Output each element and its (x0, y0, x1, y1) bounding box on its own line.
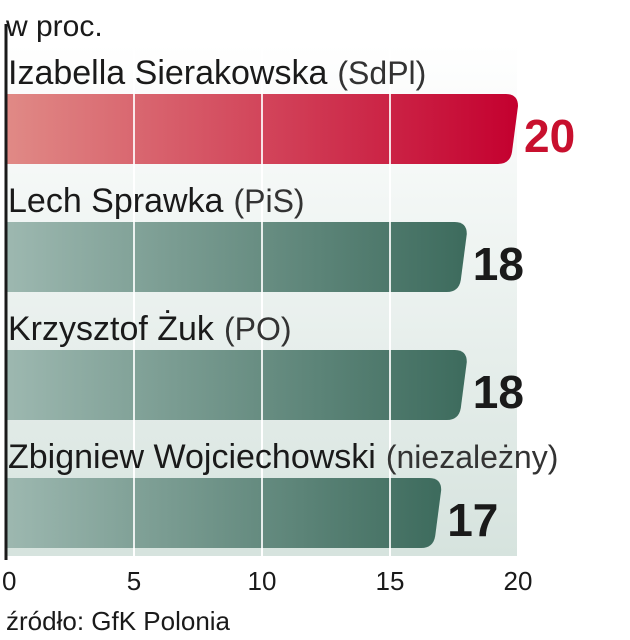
bar (6, 478, 442, 548)
value-label: 18 (473, 366, 524, 418)
party-name: (niezależny) (386, 439, 559, 475)
value-label: 18 (473, 238, 524, 290)
category-labels: Izabella Sierakowska (SdPl)Lech Sprawka (P… (8, 54, 558, 476)
category-label: Lech Sprawka (PiS) (8, 182, 305, 220)
party-name: (PiS) (233, 183, 304, 219)
category-label: Krzysztof Żuk (PO) (8, 310, 291, 348)
bar (6, 350, 467, 420)
x-tick-label: 10 (248, 566, 277, 596)
unit-label: w proc. (5, 10, 103, 43)
category-label: Zbigniew Wojciechowski (niezależny) (8, 438, 558, 476)
value-labels: 20 18 18 17 (447, 110, 575, 546)
x-tick-label: 5 (127, 566, 141, 596)
party-name: (PO) (224, 311, 292, 347)
source-note: źródło: GfK Polonia (6, 606, 231, 636)
party-name: (SdPl) (337, 55, 426, 91)
x-tick-label: 0 (2, 566, 16, 596)
candidate-name: Krzysztof Żuk (8, 310, 215, 348)
value-label: 20 (524, 110, 575, 162)
candidate-name: Izabella Sierakowska (8, 54, 327, 92)
bar (6, 222, 467, 292)
x-axis-ticks: 0 5 10 15 20 (2, 566, 532, 596)
x-tick-label: 15 (376, 566, 405, 596)
candidate-name: Lech Sprawka (8, 182, 224, 220)
candidate-name: Zbigniew Wojciechowski (8, 438, 376, 476)
category-label: Izabella Sierakowska (SdPl) (8, 54, 426, 92)
value-label: 17 (447, 494, 498, 546)
bars (6, 94, 518, 548)
x-tick-label: 20 (504, 566, 533, 596)
